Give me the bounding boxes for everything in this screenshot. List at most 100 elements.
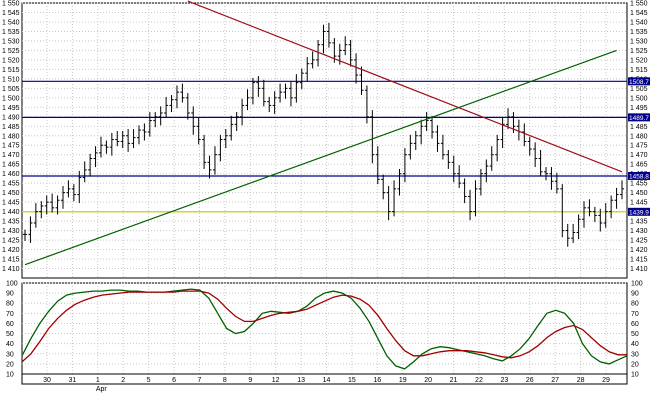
oscillator-y-tick-left: 20	[6, 361, 14, 368]
ohlc-bar	[218, 134, 223, 162]
price-y-tick-left: 1 440	[2, 209, 20, 216]
level-label: 1508.7	[629, 79, 649, 86]
price-y-tick-right: 1 465	[630, 162, 648, 169]
oscillator-y-tick-right: 70	[631, 311, 639, 318]
ohlc-bar	[202, 134, 207, 169]
price-y-tick-left: 1 500	[2, 95, 20, 102]
price-y-tick-left: 1 435	[2, 219, 20, 226]
ohlc-bar	[294, 74, 299, 103]
price-y-tick-right: 1 500	[630, 95, 648, 102]
oscillator-y-tick-right: 40	[631, 341, 639, 348]
ohlc-bar	[533, 142, 538, 168]
x-tick-label: 12	[272, 377, 280, 384]
ohlc-bar	[88, 153, 93, 177]
price-y-tick-right: 1 515	[630, 67, 648, 74]
ohlc-bar	[576, 214, 581, 240]
x-tick-label: 13	[297, 377, 305, 384]
ohlc-bar	[44, 195, 49, 215]
ohlc-bar	[451, 155, 456, 183]
ohlc-bar	[66, 180, 71, 198]
ohlc-bar	[386, 186, 391, 221]
ohlc-bar	[104, 140, 109, 154]
ohlc-bar	[506, 108, 511, 130]
level-label-box	[628, 171, 650, 180]
x-tick-label: 5	[147, 377, 151, 384]
ohlc-bar	[408, 134, 413, 160]
price-y-tick-right: 1 540	[630, 19, 648, 26]
ohlc-bar	[484, 159, 489, 183]
ohlc-bar	[288, 81, 293, 107]
x-tick-label: 22	[475, 377, 483, 384]
ohlc-bar	[55, 195, 60, 215]
price-y-tick-left: 1 455	[2, 181, 20, 188]
ohlc-bar	[136, 125, 141, 145]
ohlc-bar	[381, 174, 386, 200]
price-y-tick-left: 1 545	[2, 10, 20, 17]
ohlc-bar	[120, 131, 125, 149]
x-tick-label: 14	[323, 377, 331, 384]
ohlc-bar	[495, 134, 500, 162]
ohlc-bar	[126, 129, 131, 152]
price-y-tick-right: 1 475	[630, 143, 648, 150]
oscillator-y-tick-right: 20	[631, 361, 639, 368]
ohlc-bar	[430, 115, 435, 139]
price-y-tick-left: 1 520	[2, 57, 20, 64]
price-y-tick-left: 1 550	[2, 1, 20, 8]
ohlc-bar	[158, 106, 163, 126]
price-y-tick-left: 1 445	[2, 200, 20, 207]
oscillator-y-tick-left: 50	[6, 331, 14, 338]
price-y-tick-left: 1 430	[2, 228, 20, 235]
ohlc-bar	[603, 203, 608, 228]
price-y-tick-right: 1 530	[630, 38, 648, 45]
ohlc-bar	[462, 178, 467, 204]
ohlc-bar	[207, 155, 212, 179]
x-axis: 30 31 1 2 5 6 7 8 9 12 13 14 15 16 19 20 21 22 23 26 27 28 29A…	[21, 373, 628, 393]
price-y-tick-left: 1 420	[2, 247, 20, 254]
price-y-tick-right: 1 470	[630, 152, 648, 159]
level-label-box	[628, 77, 650, 86]
price-y-tick-left: 1 535	[2, 29, 20, 36]
ohlc-bar	[321, 24, 326, 54]
falling-resistance-line	[187, 0, 623, 173]
ohlc-bar	[256, 76, 261, 97]
price-y-tick-left: 1 515	[2, 67, 20, 74]
ohlc-bar	[609, 195, 614, 219]
ohlc-bar	[435, 125, 440, 152]
oscillator-y-tick-left: 80	[6, 301, 14, 308]
price-y-tick-left: 1 465	[2, 162, 20, 169]
x-tick-label: 21	[450, 377, 458, 384]
ohlc-bar	[153, 112, 158, 128]
ohlc-bar	[614, 187, 619, 209]
ohlc-bar	[326, 22, 331, 48]
price-y-tick-left: 1 525	[2, 48, 20, 55]
ohlc-bar	[77, 170, 82, 204]
x-tick-label: 27	[551, 377, 559, 384]
price-y-tick-left: 1 470	[2, 152, 20, 159]
price-y-tick-left: 1 505	[2, 86, 20, 93]
ohlc-bar	[180, 83, 185, 103]
price-y-tick-right: 1 480	[630, 133, 648, 140]
price-y-tick-left: 1 450	[2, 190, 20, 197]
ohlc-bar	[598, 208, 603, 232]
ohlc-bar	[370, 110, 375, 164]
x-tick-label: 20	[424, 377, 432, 384]
oscillator-y-tick-right: 90	[631, 291, 639, 298]
price-y-tick-right: 1 425	[630, 238, 648, 245]
ohlc-bar	[39, 201, 44, 219]
x-tick-label: 2	[121, 377, 125, 384]
ohlc-bar	[142, 123, 147, 141]
level-label: 1439.9	[629, 209, 649, 216]
price-y-tick-left: 1 540	[2, 19, 20, 26]
ohlc-bar	[234, 112, 239, 132]
ohlc-bar	[527, 136, 532, 156]
ohlc-bar	[283, 83, 288, 99]
ohlc-bar	[587, 199, 592, 217]
ohlc-bar	[191, 106, 196, 135]
level-label-box	[628, 113, 650, 122]
price-y-tick-right: 1 410	[630, 266, 648, 273]
ohlc-bar	[267, 96, 272, 113]
oscillator-panel: 100 100 90 90 80 80 70 70 60 60 50 50 40 40 30 30 20 20 10…	[6, 281, 643, 379]
ohlc-bar	[278, 83, 283, 103]
oscillator-y-tick-right: 30	[631, 351, 639, 358]
